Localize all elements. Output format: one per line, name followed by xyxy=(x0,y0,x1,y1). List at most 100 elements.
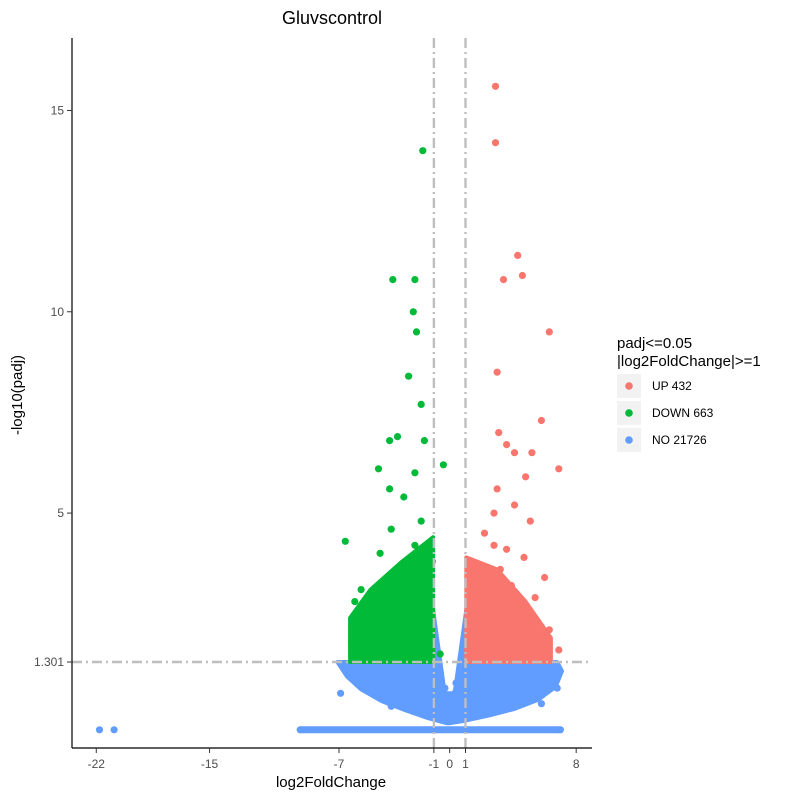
y-tick-label-2: 10 xyxy=(51,305,65,319)
point-0-29 xyxy=(545,626,553,634)
point-0-30 xyxy=(471,614,479,622)
point-0-4 xyxy=(499,276,508,284)
point-1-27 xyxy=(362,622,370,630)
point-2-6 xyxy=(400,663,408,671)
point-0-25 xyxy=(531,594,539,602)
point-0-26 xyxy=(485,590,493,598)
point-0-13 xyxy=(522,473,530,481)
point-2-15 xyxy=(553,684,561,692)
point-0-3 xyxy=(518,271,527,280)
point-0-0 xyxy=(491,82,500,90)
point-1-24 xyxy=(371,606,379,614)
x-tick-label-1: -15 xyxy=(201,757,219,771)
point-1-17 xyxy=(417,517,425,525)
point-0-12 xyxy=(528,449,536,457)
y-tick-label-1: 5 xyxy=(57,506,64,520)
point-0-17 xyxy=(526,517,534,525)
point-1-23 xyxy=(351,598,359,606)
point-0-6 xyxy=(493,368,501,376)
point-2-2 xyxy=(296,726,304,734)
point-0-31 xyxy=(480,630,489,638)
point-0-11 xyxy=(555,465,563,473)
point-0-19 xyxy=(490,541,498,549)
point-2-0 xyxy=(95,726,104,734)
point-1-19 xyxy=(411,541,419,549)
point-1-13 xyxy=(386,485,394,493)
legend-title-line2: |log2FoldChange|>=1 xyxy=(617,353,761,370)
point-0-34 xyxy=(555,646,563,654)
point-1-1 xyxy=(389,276,397,284)
point-1-9 xyxy=(420,437,428,445)
point-0-2 xyxy=(514,251,522,259)
point-2-9 xyxy=(441,684,449,692)
point-0-22 xyxy=(541,573,549,582)
point-2-4 xyxy=(344,668,353,677)
legend-items: UP 432 DOWN 663 NO 21726 xyxy=(617,374,714,452)
point-0-21 xyxy=(520,553,528,562)
point-0-28 xyxy=(517,610,525,618)
point-0-7 xyxy=(537,416,546,425)
x-tick-label-5: 1 xyxy=(462,757,469,771)
cluster-4 xyxy=(464,555,553,664)
point-2-18 xyxy=(446,697,454,705)
point-0-27 xyxy=(493,602,501,610)
threshold-lines xyxy=(72,38,592,748)
point-1-7 xyxy=(386,437,394,445)
point-1-28 xyxy=(390,626,398,634)
point-1-11 xyxy=(374,465,383,473)
point-1-6 xyxy=(417,400,425,408)
point-2-11 xyxy=(458,666,466,674)
point-1-10 xyxy=(439,461,447,469)
point-1-26 xyxy=(420,606,428,614)
point-0-16 xyxy=(510,501,519,509)
point-2-1 xyxy=(110,726,118,734)
point-2-14 xyxy=(531,674,539,682)
point-1-0 xyxy=(419,147,427,155)
legend-key-1 xyxy=(625,409,633,417)
x-axis-label: log2FoldChange xyxy=(276,774,386,791)
point-1-30 xyxy=(408,638,416,646)
point-1-15 xyxy=(341,537,349,545)
point-1-25 xyxy=(403,594,411,602)
legend-title-line1: padj<=0.05 xyxy=(617,335,692,352)
point-2-16 xyxy=(337,689,345,697)
point-1-21 xyxy=(357,586,365,594)
point-2-20 xyxy=(537,700,546,708)
chart-title: Gluvscontrol xyxy=(282,8,382,28)
point-1-31 xyxy=(425,626,433,634)
axes: -22 -15 -7 -1 0 1 8 1.301 5 10 15 xyxy=(34,38,592,771)
point-1-33 xyxy=(436,650,444,658)
density-regions xyxy=(297,535,564,734)
data-points xyxy=(95,82,565,734)
x-tick-label-4: 0 xyxy=(446,757,453,771)
point-1-5 xyxy=(405,372,413,380)
point-0-9 xyxy=(503,441,511,449)
x-tick-label-3: -1 xyxy=(429,757,440,771)
point-1-16 xyxy=(387,525,395,533)
legend-key-0 xyxy=(625,382,633,390)
point-1-12 xyxy=(411,469,419,477)
point-1-18 xyxy=(376,549,384,557)
point-1-2 xyxy=(411,276,419,284)
band-2 xyxy=(297,726,564,734)
point-0-20 xyxy=(503,545,511,553)
point-2-13 xyxy=(499,679,508,687)
point-1-22 xyxy=(393,569,402,578)
point-1-3 xyxy=(409,308,417,316)
point-0-1 xyxy=(491,139,500,147)
point-2-12 xyxy=(473,671,481,679)
legend-label-2: NO 21726 xyxy=(652,433,707,447)
point-2-5 xyxy=(370,681,378,690)
legend-key-2 xyxy=(625,436,633,444)
point-1-8 xyxy=(393,433,402,441)
point-0-35 xyxy=(468,638,476,646)
point-2-10 xyxy=(452,679,460,687)
point-2-3 xyxy=(556,726,565,734)
legend-label-1: DOWN 663 xyxy=(652,406,714,420)
point-0-23 xyxy=(496,565,504,574)
point-0-15 xyxy=(490,509,498,517)
cluster-3 xyxy=(348,535,436,664)
x-tick-label-0: -22 xyxy=(88,757,106,771)
point-0-10 xyxy=(510,449,519,457)
